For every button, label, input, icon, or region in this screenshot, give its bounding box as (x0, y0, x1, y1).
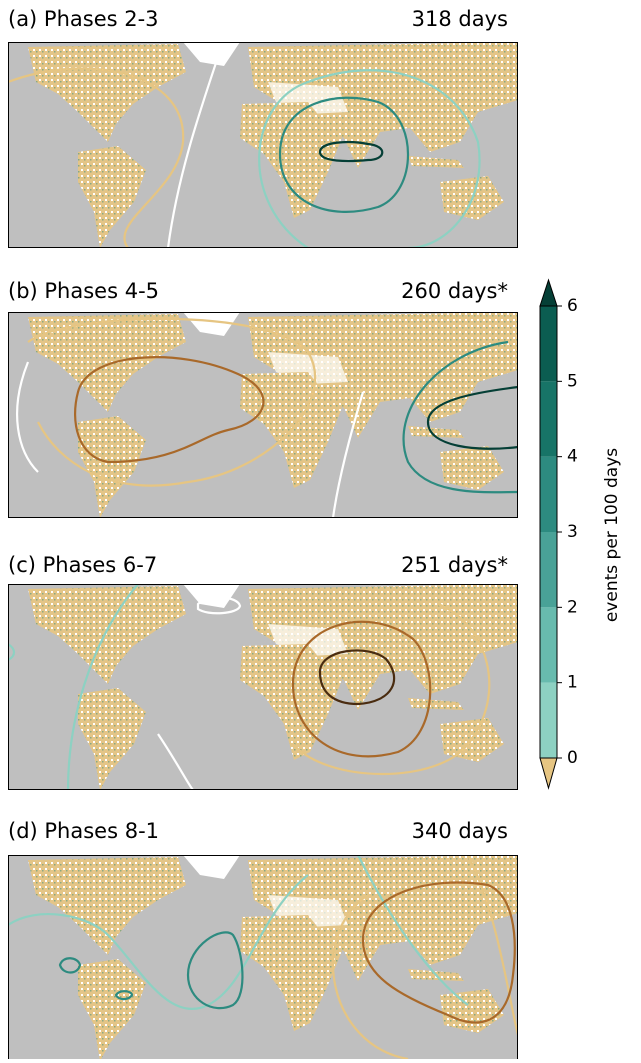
colorbar-tick-label: 6 (567, 296, 578, 316)
panel-title: (c) Phases 6-7 (8, 553, 157, 577)
map (8, 584, 518, 790)
colorbar-tick-label: 2 (567, 597, 578, 617)
map (8, 42, 518, 248)
panel-a: (a) Phases 2-3 318 days (8, 7, 518, 248)
colorbar-tick-label: 0 (567, 748, 578, 768)
panel-title: (b) Phases 4-5 (8, 279, 159, 303)
colorbar-extend-low (539, 757, 558, 790)
colorbar-segment (540, 456, 557, 532)
colorbar-tick-label: 4 (567, 447, 578, 467)
panel-title: (a) Phases 2-3 (8, 7, 159, 31)
panel-days: 251 days* (401, 553, 508, 577)
colorbar-segment (540, 532, 557, 608)
panel-c: (c) Phases 6-7 251 days* (8, 553, 518, 790)
map (8, 855, 518, 1059)
colorbar-label: events per 100 days (602, 448, 622, 622)
colorbar: 0 1 2 3 4 5 6 events per 100 days (539, 278, 622, 790)
panel-title: (d) Phases 8-1 (8, 819, 159, 843)
colorbar-segment (540, 381, 557, 457)
panel-days: 340 days (412, 819, 508, 843)
colorbar-segment (540, 682, 557, 758)
colorbar-segment (540, 306, 557, 382)
colorbar-tick-label: 3 (567, 522, 578, 542)
panel-d: (d) Phases 8-1 340 days (8, 819, 518, 1059)
colorbar-tick-label: 5 (567, 371, 578, 391)
panel-days: 318 days (412, 7, 508, 31)
panel-b: (b) Phases 4-5 260 days* (8, 279, 518, 518)
colorbar-extend-high (539, 278, 558, 307)
colorbar-segment (540, 607, 557, 683)
panel-days: 260 days* (401, 279, 508, 303)
map (8, 312, 518, 518)
colorbar-tick-label: 1 (567, 673, 578, 693)
